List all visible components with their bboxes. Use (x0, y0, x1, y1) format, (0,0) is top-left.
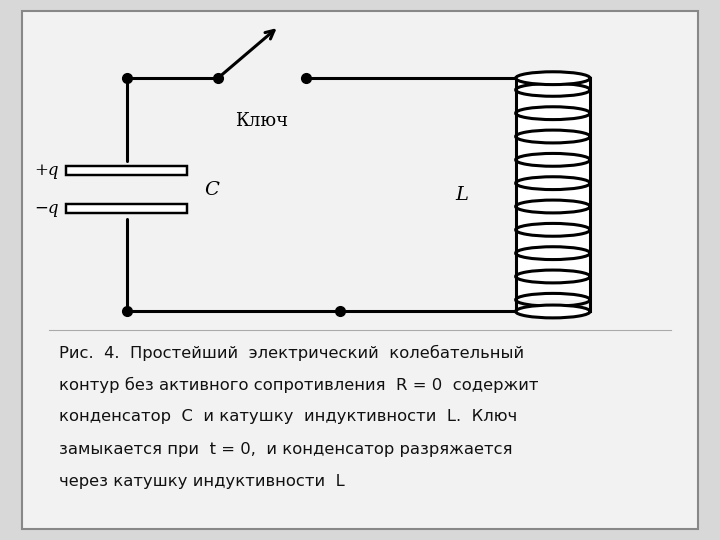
Bar (66, 204, 187, 213)
Text: замыкается при  t = 0,  и конденсатор разряжается: замыкается при t = 0, и конденсатор разр… (59, 442, 513, 457)
Ellipse shape (516, 305, 590, 318)
Text: −q: −q (35, 200, 59, 217)
Text: L: L (455, 186, 468, 204)
Text: конденсатор  C  и катушку  индуктивности  L.  Ключ: конденсатор C и катушку индуктивности L.… (59, 409, 517, 424)
FancyBboxPatch shape (22, 11, 698, 529)
Bar (66, 166, 187, 175)
Ellipse shape (516, 72, 590, 85)
Text: Ключ: Ключ (235, 112, 289, 130)
Text: Рис.  4.  Простейший  электрический  колебательный: Рис. 4. Простейший электрический колебат… (59, 345, 524, 361)
Text: контур без активного сопротивления  R = 0  содержит: контур без активного сопротивления R = 0… (59, 377, 539, 394)
Text: через катушку индуктивности  L: через катушку индуктивности L (59, 474, 345, 489)
Bar (516, 78, 590, 300)
Text: +q: +q (35, 162, 59, 179)
Text: C: C (204, 181, 219, 199)
